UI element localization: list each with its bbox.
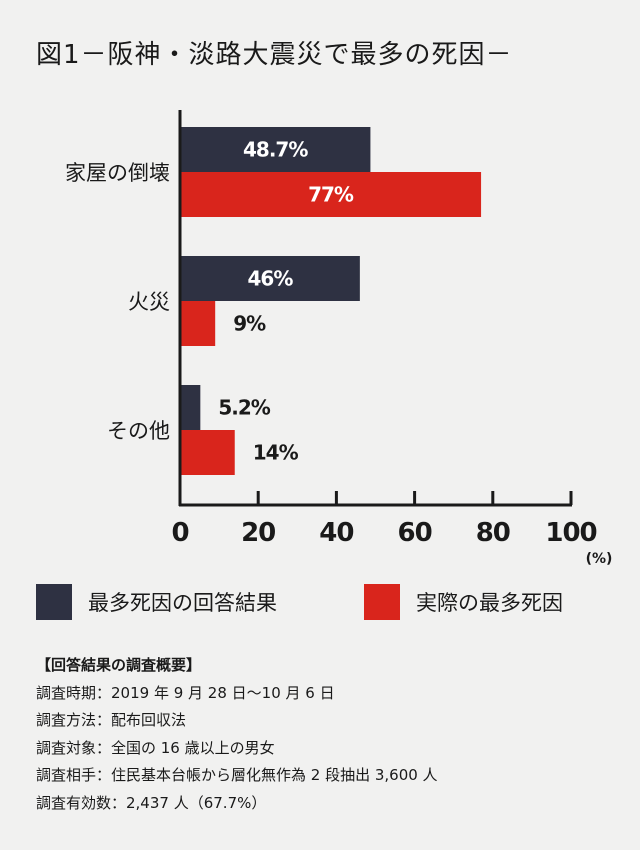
category-label-3: その他 (107, 419, 170, 443)
legend: 最多死因の回答結果 実際の最多死因 (0, 584, 640, 628)
summary-line-period: 調査時期：2019 年 9 月 28 日～10 月 6 日 (36, 683, 335, 702)
data-label-survey-1: 48.7% (243, 138, 308, 162)
legend-swatch-actual (364, 584, 400, 620)
x-tick-label-100: 100 (545, 518, 596, 548)
summary-line-method: 調査方法：配布回収法 (36, 711, 187, 729)
bar-chart: 48.7%77% 家屋の倒壊 46% 9% 火災 5.2% 14% その他 0 20 40 60 80 1… (65, 110, 613, 567)
chart-title: 図1－阪神・淡路大震災で最多の死因－ (36, 40, 513, 70)
summary-line-target: 調査対象：全国の 16 歳以上の男女 (36, 738, 275, 757)
x-tick-label-60: 60 (398, 518, 432, 548)
x-tick-label-20: 20 (241, 518, 275, 548)
data-label-survey-3: 5.2% (218, 396, 270, 420)
survey-summary: 【回答結果の調査概要】 調査時期：2019 年 9 月 28 日～10 月 6 … (36, 652, 438, 817)
bar-survey-3 (180, 385, 201, 430)
summary-line-valid: 調査有効数：2,437 人（67.7%） (36, 793, 267, 812)
bar-actual-1 (180, 172, 482, 217)
x-tick-label-40: 40 (319, 518, 353, 548)
bar-survey-1 (180, 127, 371, 172)
data-label-actual-1: 77% (308, 183, 354, 207)
legend-label-actual: 実際の最多死因 (416, 591, 563, 615)
bar-survey-2 (180, 256, 360, 301)
data-label-actual-3: 14% (253, 441, 299, 465)
legend-item-actual: 実際の最多死因 (364, 584, 563, 620)
legend-swatch-survey (36, 584, 72, 620)
category-label-2: 火災 (128, 290, 170, 314)
category-label-1: 家屋の倒壊 (65, 161, 170, 185)
x-tick-label-0: 0 (171, 518, 188, 548)
x-tick-label-80: 80 (476, 518, 510, 548)
legend-label-survey: 最多死因の回答結果 (88, 591, 277, 615)
x-axis-unit: (%) (586, 551, 613, 567)
data-label-survey-2: 46% (247, 267, 293, 291)
data-label-actual-2: 9% (233, 312, 266, 336)
summary-line-sample: 調査相手：住民基本台帳から層化無作為 2 段抽出 3,600 人 (36, 766, 438, 784)
summary-heading: 【回答結果の調査概要】 (36, 656, 202, 674)
bar-actual-2 (180, 301, 216, 346)
bar-actual-3 (180, 430, 235, 475)
legend-item-survey: 最多死因の回答結果 (36, 584, 277, 620)
